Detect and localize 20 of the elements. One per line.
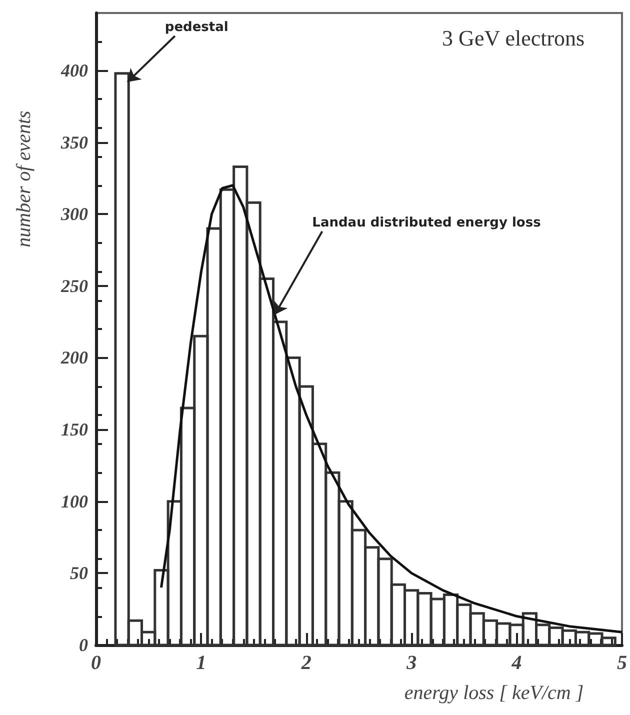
x-tick-label: 1: [196, 652, 206, 674]
y-tick-label: 300: [60, 204, 88, 224]
y-tick-label: 200: [60, 348, 88, 368]
text: 3 GeV electrons: [442, 26, 585, 50]
y-tick-label: 100: [61, 491, 88, 512]
x-tick-label: 3: [406, 652, 417, 674]
y-tick-label: 250: [60, 276, 88, 296]
x-axis-title: energy loss [ keV/cm ]: [404, 682, 584, 704]
y-tick-label: 50: [70, 563, 88, 584]
y-tick-label: 350: [60, 132, 88, 152]
annotation: pedestal: [164, 20, 228, 35]
x-tick-label: 5: [617, 652, 627, 674]
annotation: Landau distributed energy loss: [312, 215, 542, 230]
x-tick-label: 4: [510, 652, 522, 674]
y-tick-label: 150: [61, 420, 88, 440]
line-series: [160, 184, 624, 634]
x-tick-label: 2: [300, 652, 312, 674]
y-tick-label: 400: [60, 60, 88, 80]
y-tick-label: 0: [79, 635, 88, 655]
y-axis-title: number of events: [13, 110, 35, 248]
